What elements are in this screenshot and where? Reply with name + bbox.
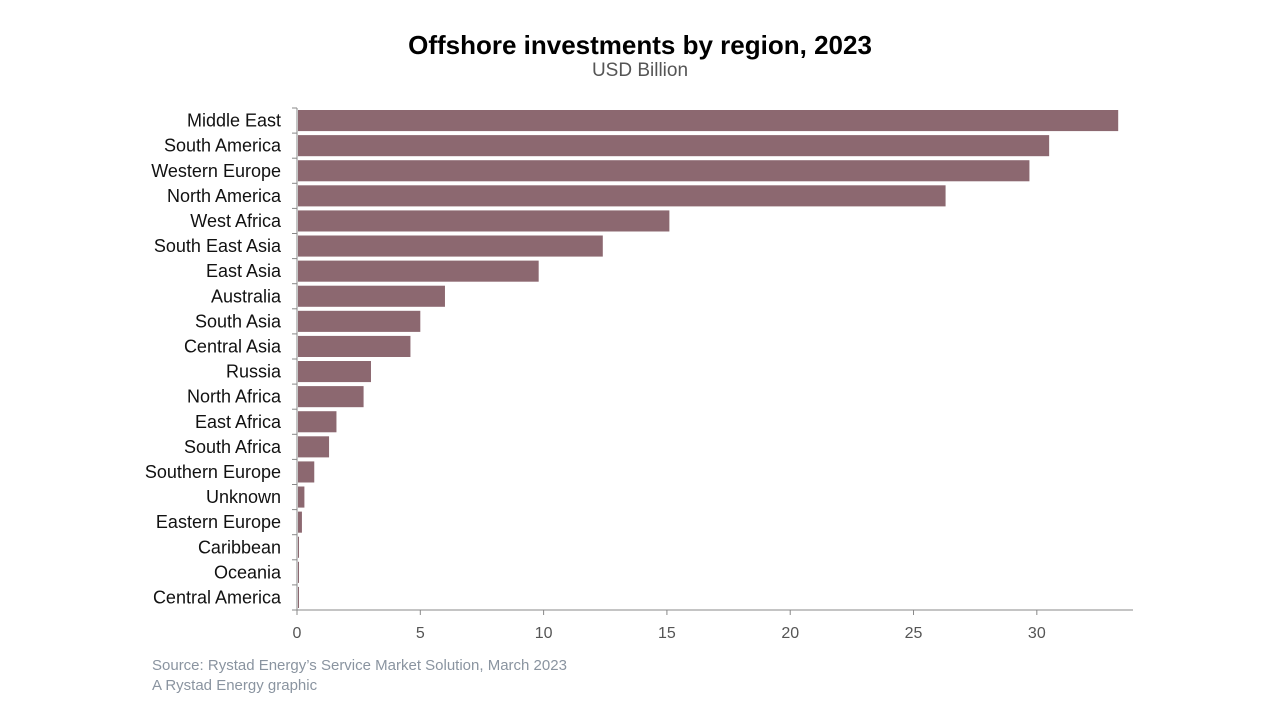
y-tick-label: Russia — [226, 362, 282, 382]
y-tick-label: Central America — [153, 587, 282, 607]
bar — [298, 511, 302, 533]
bar — [298, 386, 364, 408]
source-note: Source: Rystad Energy’s Service Market S… — [152, 657, 567, 674]
chart-subtitle: USD Billion — [591, 60, 689, 81]
y-tick-label: South America — [164, 136, 282, 156]
y-tick-label: South East Asia — [154, 236, 282, 256]
x-tick-label: 10 — [535, 625, 553, 642]
bar — [298, 235, 603, 257]
y-tick-label: East Asia — [206, 261, 282, 281]
y-tick-label: Australia — [211, 286, 282, 306]
bar — [298, 411, 337, 433]
chart-title: Offshore investments by region, 2023 — [408, 30, 872, 60]
y-tick-label: Caribbean — [198, 537, 281, 557]
y-tick-label: South Asia — [195, 311, 282, 331]
bar — [298, 160, 1030, 182]
y-tick-label: North Africa — [187, 387, 282, 407]
x-tick-label: 30 — [1028, 625, 1046, 642]
bar — [298, 586, 299, 608]
y-tick-label: East Africa — [195, 412, 282, 432]
bar — [298, 461, 315, 483]
y-tick-label: West Africa — [190, 211, 282, 231]
credit-note: A Rystad Energy graphic — [152, 677, 318, 694]
x-tick-label: 25 — [905, 625, 923, 642]
x-tick-label: 5 — [416, 625, 425, 642]
bar — [298, 361, 371, 383]
y-tick-label: Central Asia — [184, 336, 282, 356]
bar — [298, 135, 1050, 157]
bar — [298, 486, 305, 508]
bar — [298, 335, 411, 357]
bar — [298, 561, 299, 583]
x-tick-label: 0 — [293, 625, 302, 642]
bar — [298, 310, 421, 332]
bar — [298, 536, 299, 558]
y-tick-label: South Africa — [184, 437, 282, 457]
bar — [298, 110, 1119, 132]
y-tick-label: Southern Europe — [145, 462, 281, 482]
x-tick-label: 20 — [781, 625, 799, 642]
y-tick-label: Unknown — [206, 487, 281, 507]
bar — [298, 285, 445, 307]
y-tick-label: Western Europe — [151, 161, 281, 181]
x-tick-label: 15 — [658, 625, 676, 642]
y-tick-label: North America — [167, 186, 282, 206]
y-tick-label: Middle East — [187, 111, 281, 131]
y-tick-label: Oceania — [214, 562, 282, 582]
bar — [298, 210, 670, 232]
bar — [298, 436, 330, 458]
bar — [298, 260, 539, 282]
bar — [298, 185, 946, 207]
y-tick-label: Eastern Europe — [156, 512, 281, 532]
